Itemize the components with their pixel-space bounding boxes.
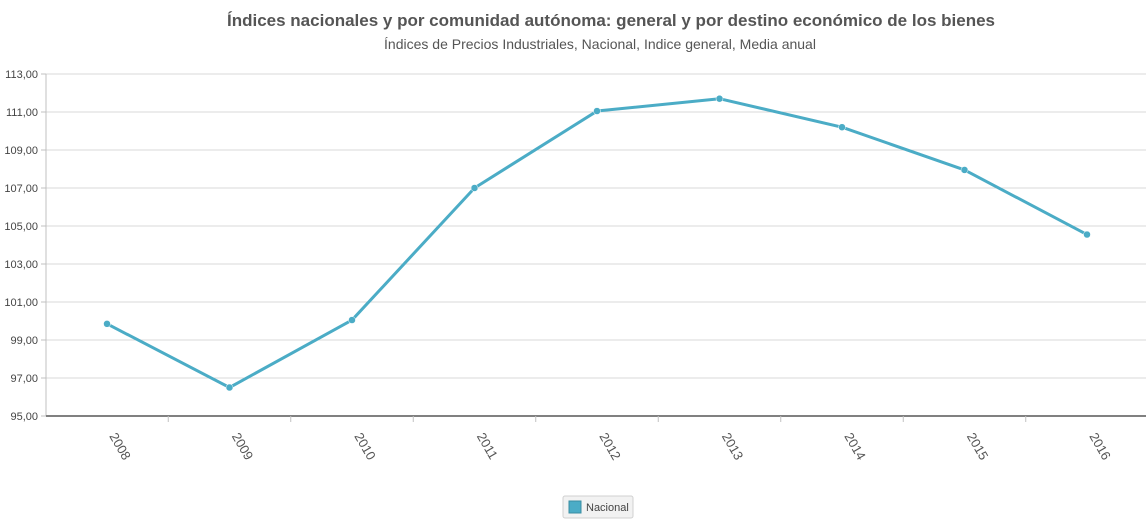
y-tick-label: 109,00 [4,145,38,157]
x-tick-label: 2010 [351,430,378,463]
x-tick-label: 2014 [841,430,868,463]
y-tick-label: 101,00 [4,297,38,309]
legend-label: Nacional [586,502,629,514]
plot-area [104,95,1091,391]
x-tick-label: 2015 [964,430,991,463]
x-tick-label: 2016 [1086,430,1113,463]
y-tick-label: 107,00 [4,183,38,195]
y-tick-label: 113,00 [5,69,38,81]
data-point[interactable] [1084,231,1091,238]
y-tick-label: 105,00 [4,221,38,233]
x-tick-label: 2012 [596,430,623,463]
x-tick-label: 2008 [106,430,133,463]
x-tick-label: 2011 [474,430,501,462]
legend-swatch [569,501,581,513]
grid-lines [46,74,1146,378]
x-axis: 2008 2009 2010 2011 2012 2013 2014 2015 2016 [46,416,1146,463]
data-point[interactable] [594,108,601,115]
chart-title: Índices nacionales y por comunidad autón… [227,11,995,30]
data-point[interactable] [104,320,111,327]
y-tick-label: 95,00 [10,411,38,423]
x-tick-label: 2013 [719,430,746,463]
y-tick-label: 99,00 [10,335,38,347]
data-point[interactable] [839,124,846,131]
legend[interactable]: Nacional [563,496,633,518]
y-tick-label: 97,00 [10,373,38,385]
y-axis: 95,00 97,00 99,00 101,00 103,00 105,00 107,00 1… [4,69,46,423]
chart-subtitle: Índices de Precios Industriales, Naciona… [384,36,816,52]
series-line [107,99,1087,388]
y-tick-label: 111,00 [6,107,38,119]
x-tick-label: 2009 [229,430,256,463]
data-point[interactable] [471,185,478,192]
data-point[interactable] [961,166,968,173]
data-point[interactable] [716,95,723,102]
data-point[interactable] [226,384,233,391]
data-point[interactable] [349,317,356,324]
y-tick-label: 103,00 [4,259,38,271]
